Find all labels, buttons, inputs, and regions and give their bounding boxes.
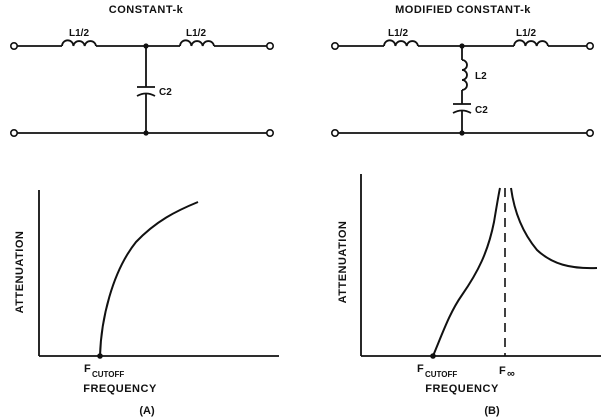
y-axis-label: ATTENUATION xyxy=(337,221,349,304)
constant-k-schematic: L1/2 L1/2 C2 xyxy=(10,28,274,138)
attenuation-curve-left xyxy=(432,187,501,357)
inductor-shunt-label: L2 xyxy=(475,71,487,82)
inductor-left-label: L1/2 xyxy=(388,28,408,39)
input-terminal-bottom xyxy=(10,129,19,138)
inductor-right-label: L1/2 xyxy=(516,28,536,39)
cutoff-label-main: F xyxy=(417,363,424,375)
inductor-right-symbol xyxy=(179,39,215,47)
inductor-right-symbol xyxy=(513,39,549,47)
attenuation-plot-a: ATTENUATION F CUTOFF FREQUENCY (A) xyxy=(14,190,279,417)
output-terminal-top xyxy=(585,41,594,50)
panel-a-title: CONSTANT-k xyxy=(109,4,184,16)
caption-a: (A) xyxy=(139,405,155,417)
junction-dot xyxy=(143,130,149,136)
input-terminal-bottom xyxy=(330,129,339,138)
attenuation-curve-right xyxy=(510,187,598,270)
y-axis-label: ATTENUATION xyxy=(14,231,26,314)
junction-dot xyxy=(459,130,465,136)
x-axis-label: FREQUENCY xyxy=(83,383,157,395)
inductor-shunt-symbol xyxy=(461,59,468,91)
attenuation-plot-b: ATTENUATION F CUTOFF F ∞ FREQUENCY (B) xyxy=(337,174,601,417)
inductor-left-symbol xyxy=(61,39,97,47)
modified-constant-k-schematic: L1/2 L1/2 L2 C2 xyxy=(330,28,594,138)
cutoff-label-sub: CUTOFF xyxy=(425,370,457,379)
inductor-left-symbol xyxy=(383,39,419,47)
input-terminal-top xyxy=(10,41,19,50)
input-terminal-top xyxy=(330,41,339,50)
capacitor-label: C2 xyxy=(159,87,172,98)
cutoff-label-main: F xyxy=(84,363,91,375)
inductor-left-label: L1/2 xyxy=(69,28,89,39)
attenuation-curve xyxy=(99,201,199,357)
panel-b-title: MODIFIED CONSTANT-k xyxy=(395,4,531,16)
infinity-label-main: F xyxy=(499,365,506,377)
panel-a: CONSTANT-k L1/2 L1/2 C2 xyxy=(10,4,279,417)
caption-b: (B) xyxy=(484,405,500,417)
capacitor-label: C2 xyxy=(475,105,488,116)
infinity-label-sub: ∞ xyxy=(507,368,515,380)
inductor-right-label: L1/2 xyxy=(186,28,206,39)
output-terminal-bottom xyxy=(585,129,594,138)
cutoff-point xyxy=(430,353,436,359)
output-terminal-bottom xyxy=(265,129,274,138)
cutoff-point xyxy=(97,353,103,359)
panel-b: MODIFIED CONSTANT-k L1/2 L1/2 L2 C2 xyxy=(330,4,601,417)
output-terminal-top xyxy=(265,41,274,50)
x-axis-label: FREQUENCY xyxy=(425,383,499,395)
cutoff-label-sub: CUTOFF xyxy=(92,370,124,379)
